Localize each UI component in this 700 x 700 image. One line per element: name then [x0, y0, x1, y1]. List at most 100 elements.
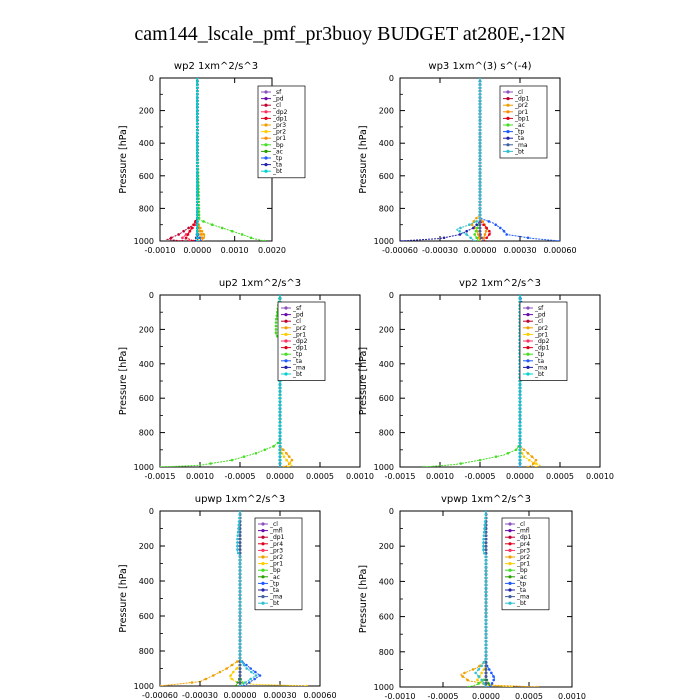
series-point-bt — [196, 167, 199, 171]
legend-marker-pr1 — [506, 110, 510, 114]
series-point-tp — [253, 677, 256, 681]
legend-marker-pr4 — [508, 542, 512, 546]
series-line-bp1 — [479, 78, 492, 241]
legend-marker-pr3 — [264, 123, 268, 127]
x-tick-label: 0.0010 — [558, 692, 586, 700]
legend-label-bt: _bt — [514, 148, 525, 155]
series-point-ma — [478, 229, 482, 233]
series-point-bt — [474, 671, 477, 675]
series-point-bp — [197, 216, 201, 220]
series-point-bt — [238, 565, 242, 569]
series-point-ma — [238, 677, 242, 681]
series-point-ac — [473, 233, 476, 236]
series-point-bt — [518, 400, 522, 403]
legend-label-bt: _bt — [292, 371, 303, 378]
legend-marker-tp — [508, 581, 512, 586]
series-point-bt — [484, 632, 488, 636]
legend-marker-pr1 — [284, 332, 288, 336]
y-axis-label: Pressure [hPa] — [358, 565, 369, 633]
series-point-bt — [478, 187, 482, 191]
series-point-bt — [236, 551, 240, 555]
series-point-tp — [490, 682, 494, 685]
series-point-bt — [484, 618, 488, 622]
series-point-bt — [196, 184, 199, 187]
series-point-bt — [478, 79, 482, 83]
series-point-pr1 — [280, 451, 284, 455]
series-point-cl — [187, 226, 190, 230]
series-point-pr1 — [286, 465, 290, 467]
series-point-bp — [202, 220, 205, 223]
series-point-tp — [199, 239, 203, 241]
series-point-bt — [278, 431, 282, 434]
series-point-bt — [483, 523, 487, 527]
legend-label-bp: _bp — [272, 142, 284, 149]
series-point-pr2 — [526, 465, 530, 467]
legend-label-sf: _sf — [292, 305, 302, 312]
series-point-bt — [196, 119, 199, 122]
series-point-bt — [478, 151, 482, 155]
series-point-pr1 — [534, 465, 538, 467]
series-point-pr1 — [200, 233, 203, 236]
series-point-bt — [278, 407, 282, 410]
legend-label-dp2: _dp2 — [272, 109, 288, 116]
legend-marker-pr2 — [526, 326, 530, 330]
y-tick-label: 400 — [379, 577, 394, 586]
series-point-bt — [238, 621, 242, 625]
legend-marker-sf — [284, 306, 288, 310]
x-tick-label: -0.00060 — [142, 691, 178, 700]
series-point-bp1 — [485, 226, 488, 230]
series-point-bt — [482, 548, 485, 552]
series-point-pr3 — [202, 233, 206, 236]
series-point-bt — [484, 615, 488, 618]
series-point-bt — [278, 458, 282, 462]
legend-marker-ma — [261, 595, 265, 599]
y-tick-label: 800 — [379, 648, 394, 657]
series-point-bt — [236, 548, 239, 551]
series-point-bt — [484, 566, 488, 569]
panel-4: vp2 1xm^2/s^3 0 200 400 600 800 1000-0.0015 0.0… — [358, 278, 614, 481]
series-point-tp — [274, 324, 278, 328]
series-point-bt — [518, 424, 522, 428]
series-point-pr1 — [510, 685, 514, 687]
series-point-tp — [276, 441, 280, 445]
y-tick-label: 400 — [379, 139, 394, 148]
legend: _cl_dp1_pr2_pr1_bp1_ac_tp_ta_ma_bt — [499, 85, 548, 159]
legend-label-ta: _ta — [516, 587, 526, 594]
series-point-tp — [492, 675, 495, 678]
series-point-pr2 — [478, 664, 481, 668]
series-point-ma — [238, 530, 242, 534]
series-point-bt — [254, 674, 258, 677]
series-line-pr2 — [471, 78, 481, 241]
y-tick-label: 1000 — [134, 237, 154, 246]
series-group — [400, 78, 560, 241]
series-point-bt — [278, 393, 282, 397]
series-point-bt — [196, 122, 199, 125]
series-point-ma — [238, 674, 242, 677]
series-point-bt — [278, 451, 282, 455]
series-point-bt — [236, 537, 239, 541]
series-point-tp — [274, 328, 278, 331]
series-point-ma — [484, 544, 488, 548]
series-point-tp — [558, 239, 560, 241]
legend-label-pd: _pd — [292, 312, 304, 319]
series-point-bt — [518, 427, 522, 431]
series-line-tp — [479, 78, 560, 241]
series-point-dp1 — [192, 223, 195, 226]
legend-label-pr2: _pr2 — [514, 102, 528, 109]
panel-title: wp3 1xm^(3) s^(-4) — [428, 61, 531, 72]
x-tick-label: 0.0010 — [586, 472, 614, 481]
series-point-tp — [248, 681, 251, 684]
series-point-pr2 — [212, 674, 215, 677]
series-point-tp — [505, 233, 508, 236]
series-point-tp — [249, 667, 252, 670]
series-point-tp — [459, 462, 463, 465]
series-point-bt — [238, 656, 242, 660]
series-point-bt — [250, 670, 253, 674]
series-point-ma — [484, 678, 488, 682]
series-point-tp — [478, 458, 482, 462]
series-point-pr1 — [200, 236, 204, 240]
series-point-bt — [196, 213, 199, 217]
series-point-ma — [238, 544, 242, 548]
series-point-bt — [196, 187, 199, 191]
legend-marker-pr2 — [264, 130, 268, 134]
